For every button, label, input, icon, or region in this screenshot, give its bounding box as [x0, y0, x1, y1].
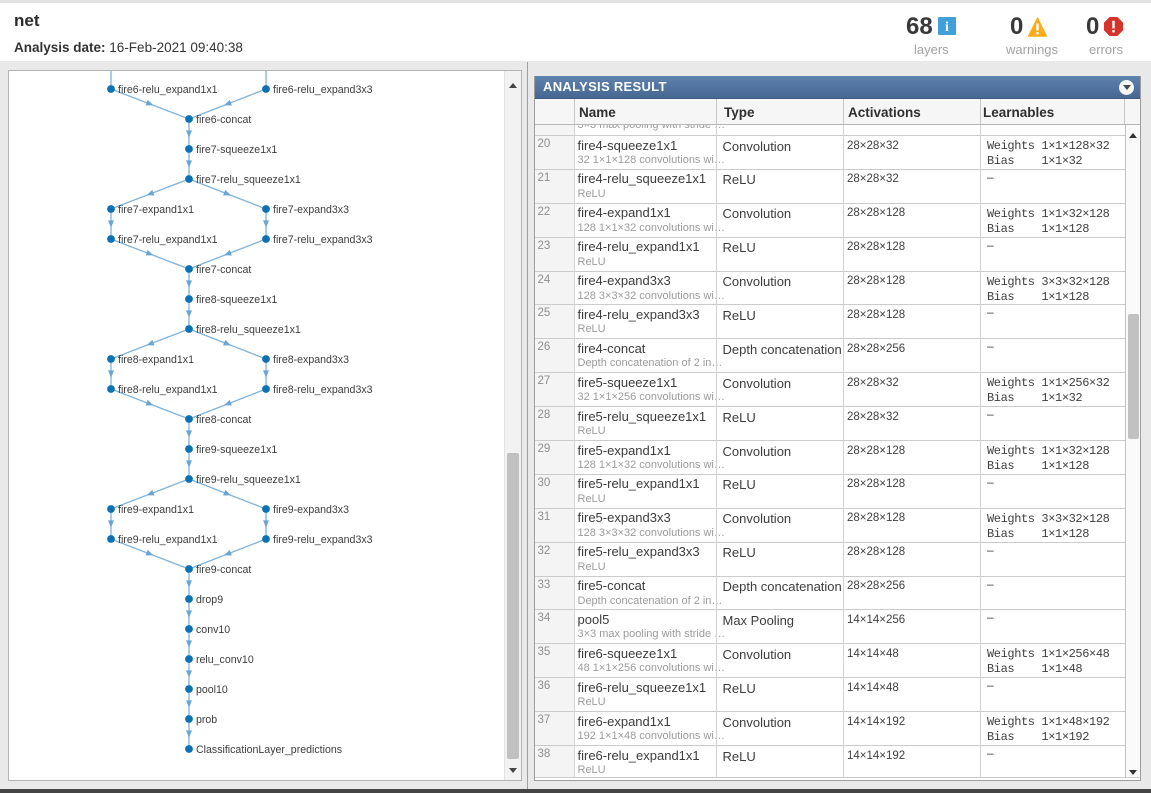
svg-text:fire6-concat: fire6-concat	[196, 114, 251, 126]
svg-text:fire9-concat: fire9-concat	[196, 564, 251, 576]
svg-text:fire7-relu_squeeze1x1: fire7-relu_squeeze1x1	[196, 174, 301, 186]
svg-text:fire8-concat: fire8-concat	[196, 414, 251, 426]
svg-text:prob: prob	[196, 714, 217, 726]
svg-text:fire8-relu_expand1x1: fire8-relu_expand1x1	[118, 384, 218, 396]
svg-text:fire8-expand1x1: fire8-expand1x1	[118, 354, 194, 366]
svg-text:fire7-relu_expand1x1: fire7-relu_expand1x1	[118, 234, 218, 246]
svg-text:fire8-expand3x3: fire8-expand3x3	[273, 354, 349, 366]
svg-text:fire7-relu_expand3x3: fire7-relu_expand3x3	[273, 234, 373, 246]
svg-text:drop9: drop9	[196, 594, 223, 606]
svg-text:i: i	[945, 20, 949, 35]
svg-text:relu_conv10: relu_conv10	[196, 654, 254, 666]
svg-text:pool10: pool10	[196, 684, 228, 696]
svg-text:fire9-expand1x1: fire9-expand1x1	[118, 504, 194, 516]
svg-text:fire6-relu_expand3x3: fire6-relu_expand3x3	[273, 84, 373, 96]
svg-text:conv10: conv10	[196, 624, 230, 636]
svg-text:fire9-expand3x3: fire9-expand3x3	[273, 504, 349, 516]
svg-text:fire7-squeeze1x1: fire7-squeeze1x1	[196, 144, 277, 156]
svg-text:fire8-relu_squeeze1x1: fire8-relu_squeeze1x1	[196, 324, 301, 336]
svg-text:fire9-squeeze1x1: fire9-squeeze1x1	[196, 444, 277, 456]
svg-text:fire9-relu_expand3x3: fire9-relu_expand3x3	[273, 534, 373, 546]
svg-text:fire9-relu_squeeze1x1: fire9-relu_squeeze1x1	[196, 474, 301, 486]
svg-text:fire8-relu_expand3x3: fire8-relu_expand3x3	[273, 384, 373, 396]
svg-text:fire9-relu_expand1x1: fire9-relu_expand1x1	[118, 534, 218, 546]
svg-text:fire7-expand3x3: fire7-expand3x3	[273, 204, 349, 216]
svg-text:ClassificationLayer_prediction: ClassificationLayer_predictions	[196, 744, 342, 756]
svg-text:fire7-concat: fire7-concat	[196, 264, 251, 276]
svg-text:fire8-squeeze1x1: fire8-squeeze1x1	[196, 294, 277, 306]
svg-text:fire7-expand1x1: fire7-expand1x1	[118, 204, 194, 216]
svg-text:fire6-relu_expand1x1: fire6-relu_expand1x1	[118, 84, 218, 96]
